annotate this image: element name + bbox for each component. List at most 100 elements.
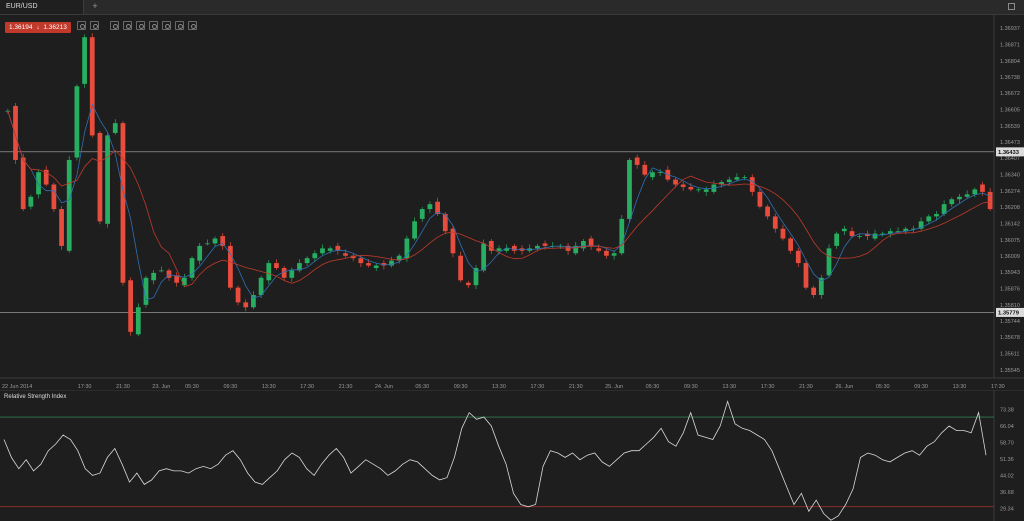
candle: [826, 248, 832, 276]
template-icon[interactable]: [175, 21, 184, 30]
interval-icon[interactable]: [110, 21, 119, 30]
candle: [312, 253, 318, 259]
y-tick-label: 1.36075: [1000, 238, 1020, 244]
x-tick-label: 05:30: [876, 384, 890, 390]
rsi-line: [3, 400, 987, 521]
indicators-icon[interactable]: [136, 21, 145, 30]
ma-fast-line: [7, 103, 991, 301]
candle: [327, 248, 333, 251]
chart-type-icon[interactable]: [123, 21, 132, 30]
candle: [573, 245, 579, 254]
rsi-y-tick-label: 51.36: [1000, 457, 1014, 463]
y-tick-label: 1.36009: [1000, 254, 1020, 260]
candle: [903, 228, 909, 232]
rsi-y-tick-label: 36.68: [1000, 490, 1014, 496]
candle: [581, 240, 586, 249]
candle: [788, 238, 794, 251]
candle: [972, 189, 978, 195]
tab-eurusd[interactable]: EUR/USD: [0, 0, 84, 14]
candle: [66, 159, 72, 251]
level-label-box: [996, 307, 1024, 317]
candle: [197, 245, 203, 261]
candle: [381, 263, 387, 266]
candle: [320, 248, 325, 254]
rsi-y-tick-label: 44.02: [1000, 473, 1014, 479]
candle: [880, 233, 886, 235]
candle: [189, 258, 195, 278]
drawing-tools-icon[interactable]: [149, 21, 158, 30]
arrow-down-icon: ↓: [36, 24, 40, 31]
candle: [864, 233, 870, 237]
y-tick-label: 1.36605: [1000, 108, 1020, 114]
candle: [481, 243, 487, 271]
candle: [266, 263, 272, 281]
rsi-chart[interactable]: 73.38 66.04 58.70 51.36 44.02 36.68 29.34: [0, 390, 1024, 521]
add-tab-button[interactable]: +: [92, 1, 98, 11]
y-tick-label: 1.36937: [1000, 26, 1020, 32]
objects-icon[interactable]: [162, 21, 171, 30]
candle: [59, 209, 64, 246]
candle: [289, 270, 295, 278]
candle: [703, 189, 709, 192]
candle: [834, 233, 840, 246]
y-tick-label: 1.36142: [1000, 221, 1020, 227]
price-chart[interactable]: 1.36937 1.36871 1.36804 1.36738 1.36672 1.366…: [0, 0, 1024, 390]
candle: [258, 277, 264, 296]
x-tick-label: 13:30: [262, 384, 276, 390]
candle: [803, 263, 809, 288]
zoom-out-icon[interactable]: [90, 21, 99, 30]
candle: [911, 228, 916, 230]
candle: [220, 236, 226, 246]
undo-icon[interactable]: [188, 21, 197, 30]
candle: [726, 179, 732, 183]
candle: [918, 221, 924, 229]
candle: [204, 243, 210, 245]
zoom-in-icon[interactable]: [77, 21, 86, 30]
candle: [634, 157, 640, 165]
x-tick-label: 05:30: [185, 384, 199, 390]
x-tick-label: 09:30: [224, 384, 238, 390]
candle: [281, 267, 287, 278]
candle: [818, 277, 824, 296]
candle: [795, 250, 801, 264]
candle: [419, 209, 425, 219]
candle: [734, 177, 740, 180]
rsi-title: Relative Strength Index: [4, 394, 67, 400]
x-tick-label: 13:30: [722, 384, 736, 390]
x-tick-label: 13:30: [492, 384, 506, 390]
y-tick-label: 1.35943: [1000, 270, 1020, 276]
candle: [212, 238, 218, 244]
candle: [20, 157, 26, 210]
candle: [688, 186, 694, 190]
quote-badge[interactable]: 1.36194 ↓ 1.36213: [5, 22, 71, 33]
candle: [941, 204, 947, 214]
x-tick-label: 05:30: [415, 384, 429, 390]
candle: [143, 277, 149, 305]
candle: [427, 204, 433, 210]
x-tick-label: 13:30: [953, 384, 967, 390]
x-tick-label: 21:30: [569, 384, 583, 390]
y-tick-label: 1.35678: [1000, 335, 1020, 341]
candle: [43, 169, 49, 185]
x-tick-label: 17:30: [991, 384, 1005, 390]
candle: [888, 231, 893, 234]
candle: [389, 260, 394, 266]
x-tick-label: 24. Jun: [375, 384, 393, 390]
candle: [28, 196, 34, 207]
candle: [627, 159, 632, 219]
level-label: 1.35779: [998, 311, 1020, 317]
candle: [934, 213, 939, 217]
candle: [542, 243, 548, 246]
y-tick-label: 1.36473: [1000, 140, 1020, 146]
ask-price: 1.36213: [43, 24, 67, 31]
candle: [412, 221, 417, 239]
candle: [350, 255, 356, 259]
candle: [611, 253, 617, 256]
maximize-icon[interactable]: [1008, 3, 1015, 10]
candle: [841, 228, 847, 232]
candle: [181, 277, 187, 286]
candle: [680, 184, 686, 187]
candle: [36, 172, 41, 195]
bid-price: 1.36194: [9, 24, 33, 31]
candle: [496, 248, 502, 251]
